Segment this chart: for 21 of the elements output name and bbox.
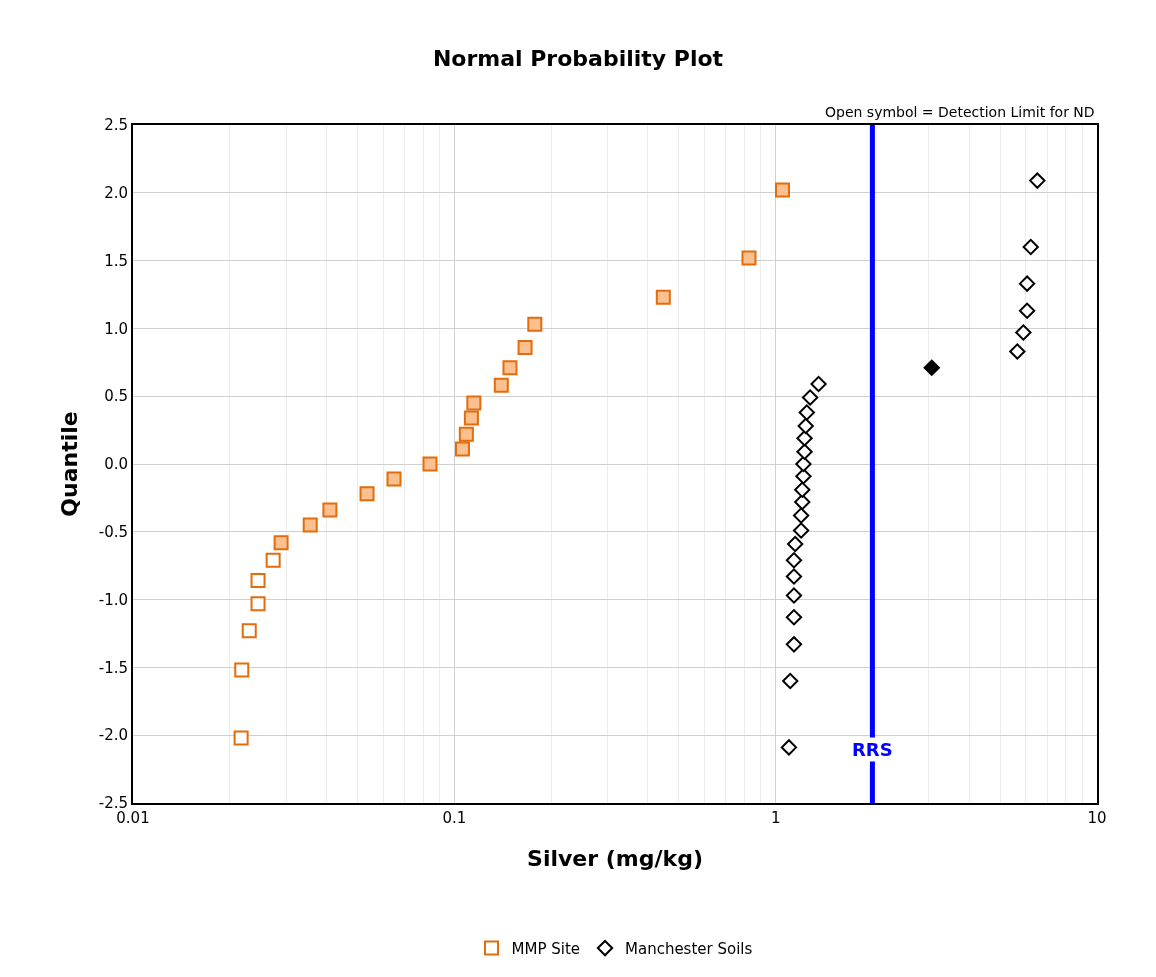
- y-tick-label: 1.0: [104, 319, 128, 338]
- y-tick-label: 0.0: [104, 455, 128, 474]
- x-tick-label: 10: [1087, 809, 1107, 827]
- y-tick-label: 0.5: [104, 387, 128, 406]
- y-tick-label: 2.5: [104, 116, 128, 135]
- x-tick-label: 0.1: [442, 809, 467, 827]
- legend-label: MMP Site: [511, 939, 580, 958]
- y-tick-label: -1.5: [98, 658, 128, 677]
- x-tick-label: 1: [770, 809, 781, 827]
- y-tick-label: -0.5: [98, 523, 128, 542]
- y-axis-title: Quantile: [57, 411, 83, 517]
- legend-label: Manchester Soils: [625, 939, 753, 958]
- text: Open symbol = Detection Limit for ND: [825, 104, 1095, 120]
- y-tick-label: -2.0: [98, 726, 128, 745]
- x-tick-label: 0.01: [116, 809, 150, 827]
- x-axis-title: Silver (mg/kg): [527, 846, 703, 872]
- ref-line-label: RRS: [852, 739, 893, 760]
- y-tick-label: 1.5: [104, 251, 128, 270]
- chart-title: Normal Probability Plot: [432, 45, 724, 71]
- y-tick-label: 2.0: [104, 184, 128, 203]
- y-tick-label: -1.0: [98, 590, 128, 609]
